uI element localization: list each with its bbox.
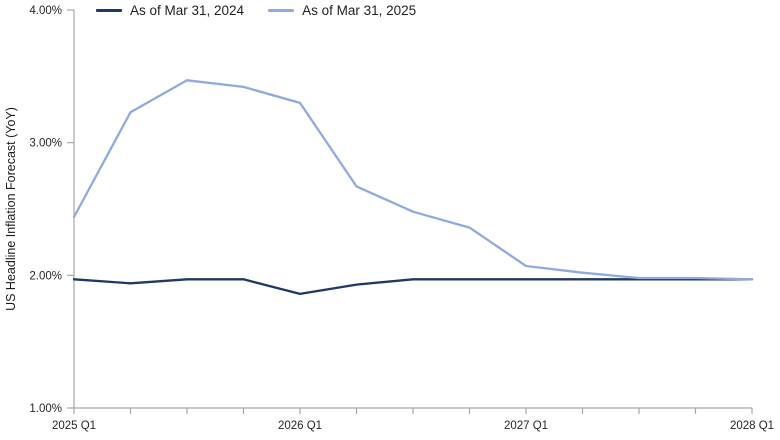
axis-lines [73,10,752,409]
legend-label-2024: As of Mar 31, 2024 [130,2,245,18]
legend-line-swatch-2025 [268,8,295,12]
series-line-as-of-mar-31-2024 [72,278,754,296]
series-line-as-of-mar-31-2025 [72,79,754,281]
y-tick-label: 4.00% [29,5,62,17]
legend-item-2024[interactable]: As of Mar 31, 2024 [96,2,244,18]
x-tick-label: 2027 Q1 [504,420,548,432]
y-tick-label: 1.00% [29,403,62,415]
x-tick-label: 2025 Q1 [52,420,96,432]
x-tick-label: 2028 Q1 [730,420,774,432]
y-tick-label: 2.00% [29,270,62,282]
legend-item-2025[interactable]: As of Mar 31, 2025 [268,2,416,18]
y-tick-label: 3.00% [29,138,62,150]
chart-legend: As of Mar 31, 2024 As of Mar 31, 2025 [96,2,416,18]
x-tick-label: 2026 Q1 [278,420,322,432]
legend-line-swatch-2024 [96,8,122,12]
legend-label-2025: As of Mar 31, 2025 [302,2,417,18]
